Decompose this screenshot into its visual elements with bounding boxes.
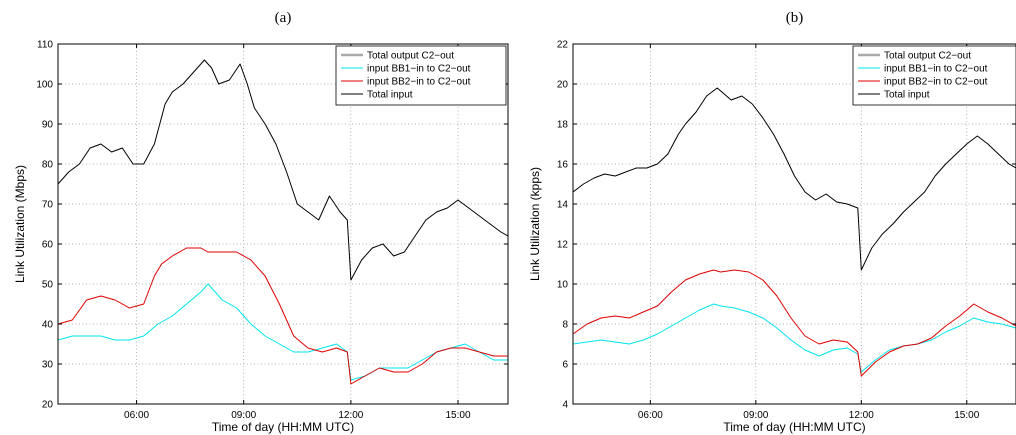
y-tick-label-3: 50 xyxy=(42,280,54,291)
chart-title: (b) xyxy=(786,10,804,26)
y-axis-label: Link Utilization (kpps) xyxy=(528,167,542,281)
x-tick-label-2: 12:00 xyxy=(338,410,363,421)
chart-title: (a) xyxy=(275,10,292,26)
y-tick-label-5: 14 xyxy=(557,200,569,211)
legend-label-3: Total input xyxy=(367,90,413,101)
legend-box xyxy=(852,45,1016,106)
y-tick-label-0: 4 xyxy=(562,400,568,411)
x-axis-label: Time of day (HH:MM UTC) xyxy=(212,420,354,434)
x-tick-label-3: 15:00 xyxy=(445,410,470,421)
y-tick-label-6: 16 xyxy=(557,160,569,171)
series-line-3 xyxy=(58,59,508,281)
axes-box xyxy=(57,43,509,405)
x-tick-label-0: 06:00 xyxy=(638,410,663,421)
y-tick-label-2: 40 xyxy=(42,320,54,331)
series-group xyxy=(573,87,1016,377)
y-tick-label-8: 100 xyxy=(36,80,53,91)
y-tick-label-2: 8 xyxy=(562,320,568,331)
series-line-2 xyxy=(58,247,508,385)
series-line-1 xyxy=(573,303,1016,373)
y-tick-label-5: 70 xyxy=(42,200,54,211)
y-tick-label-6: 80 xyxy=(42,160,54,171)
x-tick-label-0: 06:00 xyxy=(124,410,149,421)
legend-label-3: Total input xyxy=(884,90,930,101)
legend-label-2: input BB2−in to C2−out xyxy=(367,77,471,88)
legend-label-1: input BB1−in to C2−out xyxy=(884,64,988,75)
y-tick-label-0: 20 xyxy=(42,400,54,411)
y-tick-label-4: 12 xyxy=(557,240,569,251)
y-tick-label-8: 20 xyxy=(557,80,569,91)
x-axis-label: Time of day (HH:MM UTC) xyxy=(723,420,865,434)
y-tick-label-7: 90 xyxy=(42,120,54,131)
series-group xyxy=(58,59,508,385)
x-tick-label-1: 09:00 xyxy=(231,410,256,421)
y-tick-label-1: 30 xyxy=(42,360,54,371)
y-tick-label-1: 6 xyxy=(562,360,568,371)
y-tick-label-9: 22 xyxy=(557,40,569,51)
chart-panel-0: (a) 20 30 40 50 60 70 80 90 100 110 06:00 09:00 12:00… xyxy=(13,10,509,434)
series-line-2 xyxy=(573,269,1016,377)
legend-label-1: input BB1−in to C2−out xyxy=(367,64,471,75)
legend: Total output C2−out input BB1−in to C2−ou… xyxy=(335,45,507,106)
axes-box xyxy=(572,43,1016,405)
legend-label-2: input BB2−in to C2−out xyxy=(884,77,988,88)
chart-panel-1: (b) 4 6 8 10 12 14 16 18 20 22 06:00 09:00 12:00 15:00… xyxy=(528,10,1016,434)
x-tick-label-3: 15:00 xyxy=(954,410,979,421)
legend-label-0: Total output C2−out xyxy=(367,51,454,62)
y-tick-label-9: 110 xyxy=(37,40,53,51)
legend: Total output C2−out input BB1−in to C2−ou… xyxy=(852,45,1016,106)
y-tick-label-4: 60 xyxy=(42,240,54,251)
x-tick-label-2: 12:00 xyxy=(849,410,874,421)
series-line-3 xyxy=(573,87,1016,271)
legend-label-0: Total output C2−out xyxy=(884,51,971,62)
legend-box xyxy=(335,45,507,106)
x-tick-label-1: 09:00 xyxy=(743,410,768,421)
y-tick-label-3: 10 xyxy=(557,280,569,291)
y-axis-label: Link Utilization (Mbps) xyxy=(13,165,27,283)
y-tick-label-7: 18 xyxy=(557,120,569,131)
series-line-1 xyxy=(58,283,508,381)
